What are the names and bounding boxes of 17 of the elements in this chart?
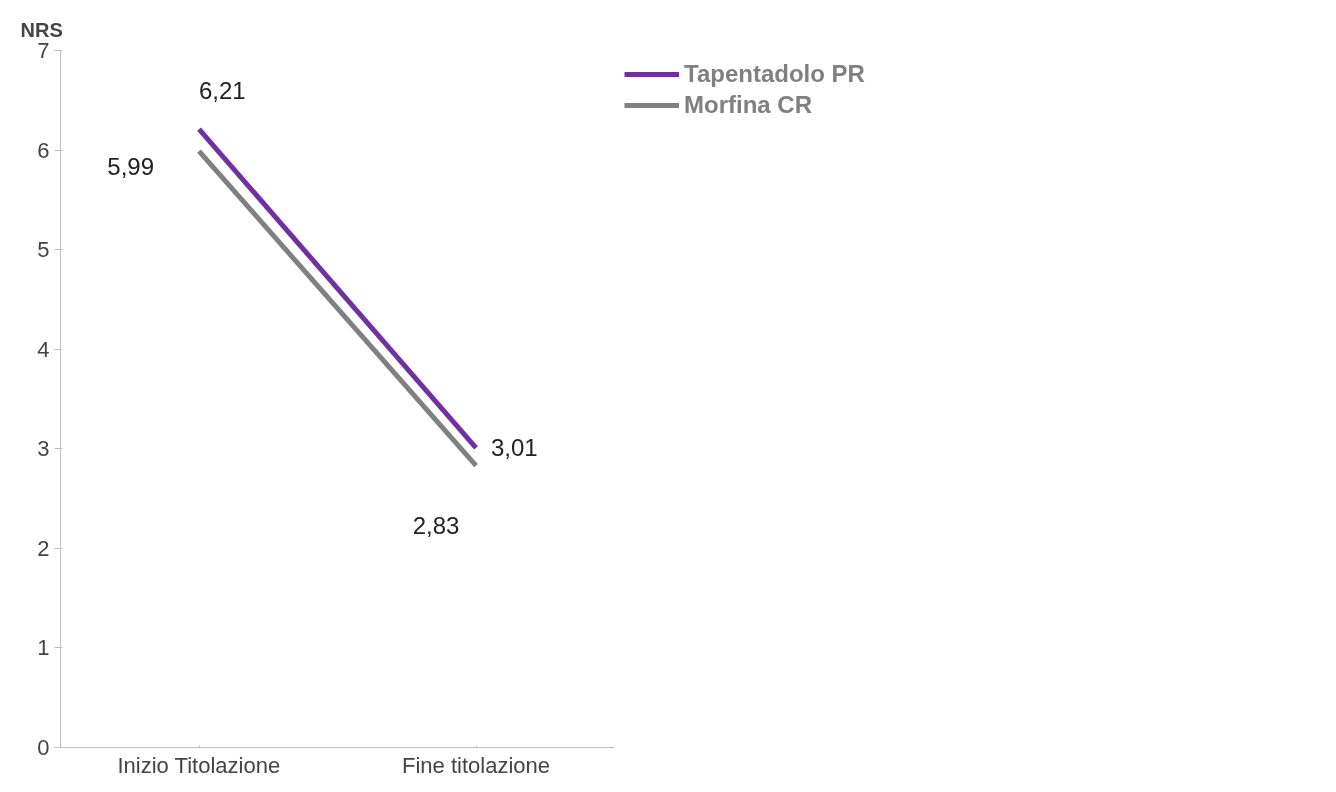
y-axis-title: NRS <box>20 18 63 41</box>
legend-label: Morfina CR <box>684 91 812 119</box>
y-tick-label: 2 <box>37 535 50 561</box>
y-tick-label: 4 <box>37 336 50 362</box>
y-tick-label: 6 <box>37 137 50 163</box>
data-label: 6,21 <box>199 77 246 105</box>
legend-label: Tapentadolo PR <box>684 60 865 88</box>
x-tick-label: Fine titolazione <box>402 752 550 778</box>
y-tick-label: 1 <box>37 635 50 661</box>
y-tick-label: 3 <box>37 436 50 462</box>
y-tick-label: 7 <box>37 38 50 63</box>
data-label: 2,83 <box>412 512 460 540</box>
data-label: 5,99 <box>107 152 155 180</box>
y-tick-label: 5 <box>37 237 50 263</box>
y-tick-label: 0 <box>37 735 50 760</box>
x-tick-label: Inizio Titolazione <box>117 752 281 778</box>
data-label: 3,01 <box>491 434 538 462</box>
